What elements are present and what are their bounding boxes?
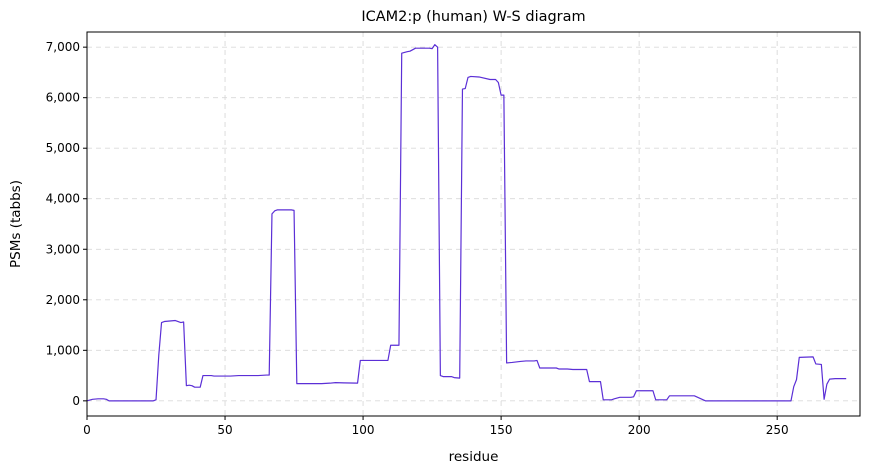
x-tick-label: 200 — [628, 423, 651, 437]
y-tick-label: 2,000 — [46, 293, 80, 307]
y-tick-label: 1,000 — [46, 343, 80, 357]
y-tick-label: 6,000 — [46, 91, 80, 105]
plot-frame — [86, 31, 861, 417]
y-tick-label: 0 — [72, 394, 80, 408]
x-tick-label: 0 — [83, 423, 91, 437]
axes: 0 50 100 150 200 250 0 1,000 2,000 3,000 4,000 5,00… — [46, 31, 861, 437]
series-line — [86, 44, 847, 402]
chart-title: ICAM2:p (human) W-S diagram — [361, 9, 585, 25]
y-tick-label: 3,000 — [46, 242, 80, 256]
x-tick-label: 150 — [490, 423, 513, 437]
y-tick-label: 4,000 — [46, 192, 80, 206]
x-tick-label: 100 — [352, 423, 375, 437]
grid — [86, 32, 860, 416]
y-tick-label: 7,000 — [46, 40, 80, 54]
x-axis-title: residue — [449, 449, 499, 465]
x-tick-label: 250 — [766, 423, 789, 437]
y-axis-title: PSMs (tabbs) — [8, 180, 24, 268]
series-area — [86, 44, 847, 402]
x-tick-label: 50 — [217, 423, 232, 437]
y-tick-label: 5,000 — [46, 141, 80, 155]
